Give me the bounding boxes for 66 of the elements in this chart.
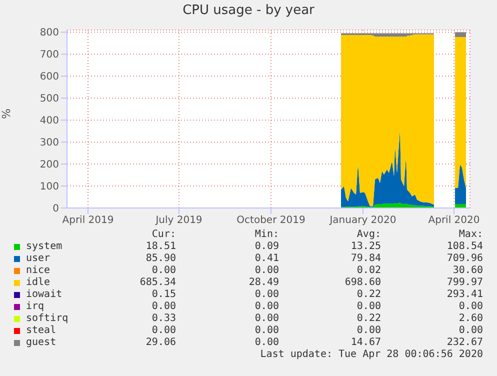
text: 28.49 xyxy=(248,277,279,288)
text: 0.00 xyxy=(254,313,279,324)
text: 13.25 xyxy=(350,241,381,252)
legend-label: nice xyxy=(26,265,50,276)
text: 0.33 xyxy=(152,313,176,324)
y-tick-label: 300 xyxy=(40,138,59,149)
legend-label: user xyxy=(26,253,50,264)
text: 0.00 xyxy=(356,325,381,336)
text: 18.51 xyxy=(146,241,176,252)
x-tick-label: October 2019 xyxy=(236,215,306,226)
text: 0.00 xyxy=(152,265,176,276)
legend-label: idle xyxy=(26,277,50,288)
text: Min: xyxy=(254,229,279,240)
text: 0.02 xyxy=(356,265,381,276)
text: 85.90 xyxy=(146,253,176,264)
text: 0.00 xyxy=(356,301,381,312)
legend-label: guest xyxy=(26,337,56,348)
text: 0.15 xyxy=(152,289,176,300)
legend-label: steal xyxy=(26,325,56,336)
text: Avg: xyxy=(356,229,381,240)
x-tick-label: January 2020 xyxy=(328,215,396,226)
text: 2.60 xyxy=(458,313,483,324)
x-tick-label: April 2020 xyxy=(428,215,480,226)
text: 0.00 xyxy=(152,301,176,312)
text: 79.84 xyxy=(350,253,381,264)
legend-label: softirq xyxy=(26,313,68,324)
y-tick-label: 800 xyxy=(40,28,59,39)
text: 0.22 xyxy=(356,289,381,300)
text: 0.00 xyxy=(458,325,483,336)
text: 293.41 xyxy=(446,289,483,300)
y-tick-label: 700 xyxy=(40,50,59,61)
chart-title: CPU usage - by year xyxy=(182,3,316,18)
text: Max: xyxy=(458,229,483,240)
legend-label: iowait xyxy=(26,289,62,300)
text: Cur: xyxy=(152,229,176,240)
text: 30.60 xyxy=(452,265,483,276)
text: 685.34 xyxy=(140,277,176,288)
text: 799.97 xyxy=(446,277,483,288)
text: 0.00 xyxy=(254,265,279,276)
y-tick-label: 500 xyxy=(40,94,59,105)
y-axis-title: % xyxy=(0,108,13,119)
text: 14.67 xyxy=(350,337,381,348)
y-tick-label: 400 xyxy=(40,116,59,127)
text: 709.96 xyxy=(446,253,483,264)
text: 0.09 xyxy=(254,241,279,252)
text: 232.67 xyxy=(446,337,483,348)
text: Last update: Tue Apr 28 00:06:56 2020 xyxy=(260,349,483,360)
text: 0.00 xyxy=(254,325,279,336)
text: 0.00 xyxy=(254,301,279,312)
text: 0.00 xyxy=(458,301,483,312)
text: 0.00 xyxy=(254,337,279,348)
legend-label: irq xyxy=(26,301,44,312)
text: 698.60 xyxy=(344,277,381,288)
x-tick-label: April 2019 xyxy=(62,215,114,226)
x-tick-label: July 2019 xyxy=(154,215,202,226)
y-tick-label: 600 xyxy=(40,72,59,83)
text: 0.00 xyxy=(254,289,279,300)
text: 0.00 xyxy=(152,325,176,336)
legend-label: system xyxy=(26,241,62,252)
y-tick-label: 100 xyxy=(40,182,59,193)
text: 0.41 xyxy=(254,253,279,264)
text: 29.06 xyxy=(146,337,176,348)
text: 108.54 xyxy=(446,241,483,252)
text: 0.22 xyxy=(356,313,381,324)
y-tick-label: 200 xyxy=(40,160,59,171)
y-tick-label: 0 xyxy=(52,204,59,215)
